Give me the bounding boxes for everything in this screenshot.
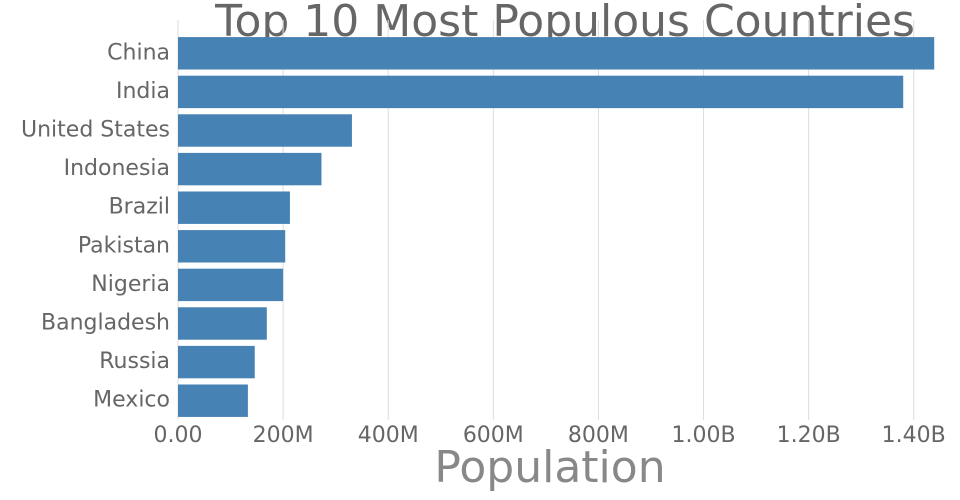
y-tick-label: Brazil — [109, 195, 170, 220]
y-tick-label: India — [116, 79, 170, 104]
bar — [178, 384, 248, 417]
x-tick-label: 0.00 — [154, 423, 203, 448]
bar — [178, 75, 904, 109]
y-tick-label: Bangladesh — [41, 311, 170, 336]
x-tick-label: 800M — [568, 423, 629, 448]
y-tick-label: Indonesia — [64, 156, 170, 181]
bar — [178, 268, 284, 302]
y-tick-label: Nigeria — [91, 272, 170, 297]
x-tick-label: 1.40B — [882, 423, 946, 448]
y-tick-label: Pakistan — [78, 233, 170, 258]
x-tick-label: 1.00B — [671, 423, 735, 448]
bar — [178, 191, 290, 224]
x-axis-title: Population — [434, 442, 665, 493]
bar — [178, 230, 286, 263]
x-tick-label: 200M — [253, 423, 314, 448]
y-tick-label: China — [107, 40, 170, 65]
bar — [178, 114, 352, 147]
x-tick-label: 600M — [463, 423, 524, 448]
bar — [178, 345, 255, 379]
bar — [178, 37, 935, 70]
x-tick-label: 1.20B — [777, 423, 841, 448]
y-tick-label: Mexico — [93, 388, 170, 413]
x-tick-label: 400M — [358, 423, 419, 448]
bar — [178, 152, 322, 186]
y-tick-label: Russia — [99, 349, 170, 374]
bar — [178, 307, 267, 340]
y-tick-label: United States — [21, 118, 170, 143]
